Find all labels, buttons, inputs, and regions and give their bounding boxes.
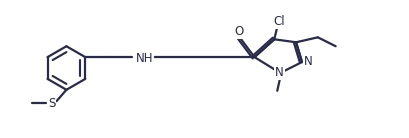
Text: N: N — [303, 55, 312, 68]
Text: O: O — [234, 25, 243, 38]
Text: NH: NH — [135, 52, 153, 65]
Text: N: N — [275, 67, 283, 79]
Text: Cl: Cl — [272, 15, 284, 28]
Text: S: S — [48, 97, 55, 110]
